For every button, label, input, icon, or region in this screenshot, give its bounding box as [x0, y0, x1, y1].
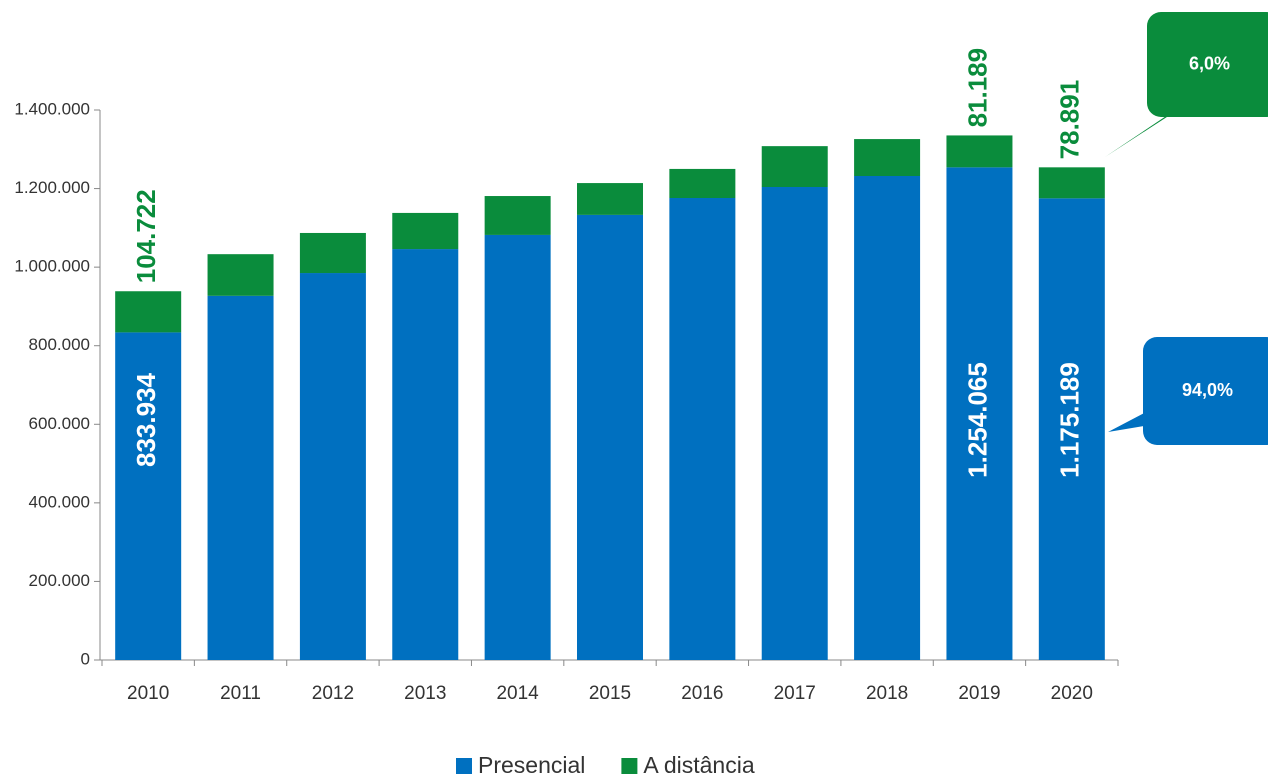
bar-segment: [669, 168, 736, 198]
legend-label: A distância: [643, 752, 754, 778]
x-tick-label: 2019: [958, 683, 1000, 704]
bar-segment: [761, 187, 828, 660]
callout-label: 6,0%: [1189, 53, 1230, 73]
x-tick-label: 2015: [589, 683, 631, 704]
callout: [1143, 337, 1268, 445]
bar-segment: [392, 212, 459, 250]
value-label: 104.722: [131, 189, 161, 283]
bar-segment: [392, 249, 459, 661]
bar-segment: [484, 234, 551, 660]
value-label: 1.175.189: [1055, 362, 1085, 478]
legend-swatch: [621, 758, 638, 774]
bar-segment: [946, 167, 1013, 660]
bar-segment: [299, 232, 366, 274]
bar-segment: [946, 135, 1013, 168]
callout-label: 94,0%: [1182, 380, 1233, 400]
bar-segment: [761, 146, 828, 187]
bar-segment: [577, 183, 643, 215]
bar-segment: [854, 176, 921, 660]
legend-swatch: [456, 758, 472, 774]
bar-segment: [1038, 167, 1105, 199]
y-tick-label: 1.400.000: [14, 99, 90, 118]
y-tick-label: 600.000: [29, 414, 90, 433]
x-tick-label: 2012: [312, 683, 354, 704]
y-tick-label: 400.000: [29, 492, 90, 511]
x-tick-label: 2014: [496, 683, 539, 704]
callout-tail: [1108, 410, 1150, 432]
bar-segment: [1038, 198, 1105, 660]
callout: [1147, 12, 1268, 117]
value-label: 81.189: [962, 48, 992, 128]
x-tick-label: 2010: [127, 683, 169, 704]
legend-label: Presencial: [478, 752, 585, 778]
value-label: 1.254.065: [962, 362, 992, 478]
bar-segment: [577, 214, 643, 660]
x-tick-label: 2018: [866, 683, 908, 704]
bar-segment: [115, 332, 182, 660]
x-tick-label: 2017: [774, 683, 816, 704]
y-tick-label: 1.200.000: [14, 178, 90, 197]
bar-segment: [854, 139, 921, 176]
x-tick-label: 2011: [220, 683, 261, 704]
bar-segment: [207, 254, 274, 296]
x-tick-label: 2013: [404, 683, 446, 704]
x-tick-label: 2016: [681, 683, 723, 704]
bar-segment: [669, 198, 736, 660]
value-label: 78.891: [1055, 80, 1085, 160]
bar-segment: [299, 273, 366, 660]
y-tick-label: 0: [81, 649, 90, 668]
value-label: 833.934: [131, 372, 161, 467]
bar-segment: [484, 196, 551, 235]
y-tick-label: 800.000: [29, 335, 90, 354]
y-tick-label: 1.000.000: [14, 257, 90, 276]
bar-segment: [207, 295, 274, 660]
x-tick-label: 2020: [1051, 683, 1093, 704]
y-tick-label: 200.000: [29, 571, 90, 590]
bar-segment: [115, 291, 182, 333]
